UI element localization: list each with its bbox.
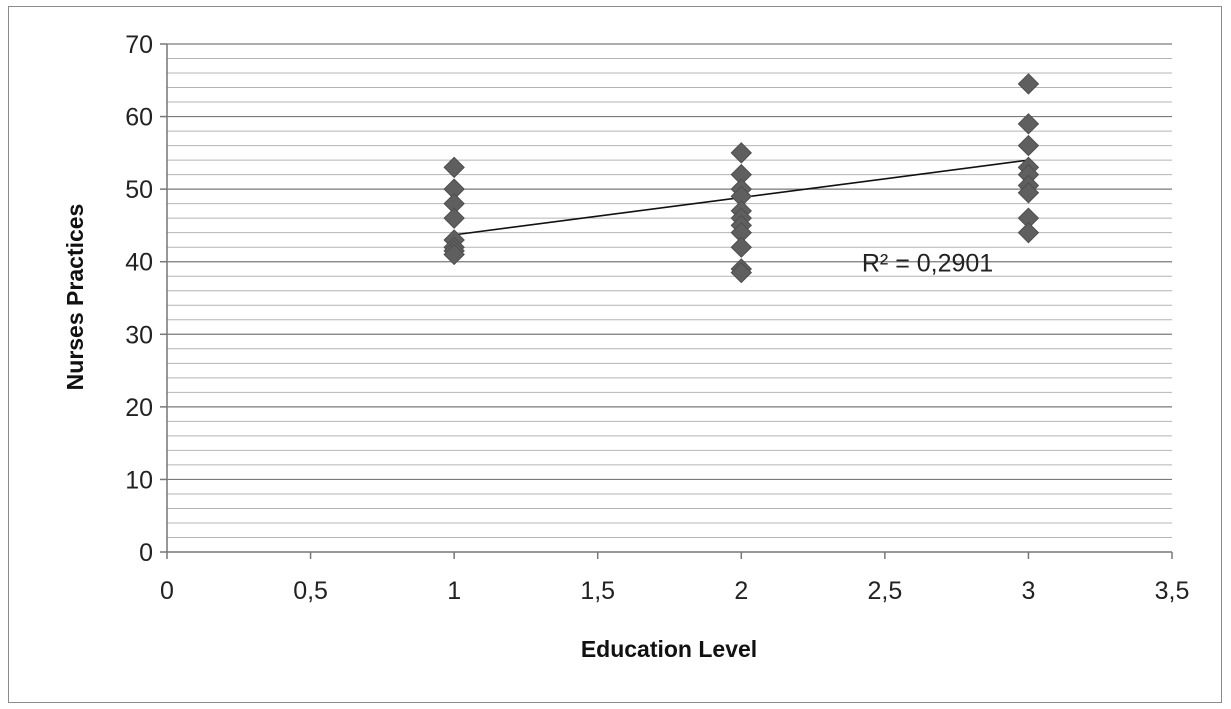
x-tick-label: 1 [447, 577, 461, 605]
x-tick-label: 0 [160, 577, 174, 605]
y-tick-label: 50 [125, 176, 153, 204]
y-tick-label: 20 [125, 394, 153, 422]
y-axis-title: Nurses Practices [62, 204, 88, 391]
r-squared-annotation: R² = 0,2901 [862, 250, 993, 278]
x-tick-label: 2,5 [867, 577, 902, 605]
data-point [443, 243, 465, 266]
data-point [1017, 134, 1040, 157]
gridlines [167, 43, 1172, 538]
y-tick-label: 10 [125, 466, 153, 494]
x-axis-title: Education Level [581, 636, 757, 662]
data-point [730, 261, 752, 284]
data-point [1017, 113, 1040, 135]
x-tick-label: 3,5 [1155, 577, 1190, 605]
x-tick-label: 2 [734, 577, 748, 605]
x-tick-label: 0,5 [293, 577, 328, 605]
data-point [443, 207, 465, 229]
y-tick-label: 40 [125, 249, 153, 277]
data-point [1017, 73, 1040, 95]
y-tick-label: 30 [125, 321, 153, 349]
y-tick-label: 60 [125, 104, 153, 132]
data-point [1017, 221, 1040, 244]
y-tick-label: 0 [139, 539, 153, 567]
data-points [443, 73, 1040, 284]
x-tick-label: 3 [1021, 577, 1035, 605]
axes [160, 43, 1173, 559]
y-tick-label: 70 [125, 31, 153, 59]
x-tick-label: 1,5 [580, 577, 615, 605]
data-point [730, 142, 752, 164]
tick-labels: 0 10 20 30 40 50 60 70 0 0,5 1 1,5 2 2,5 3 3,5 [125, 31, 1189, 605]
data-point [1017, 182, 1040, 204]
data-point [730, 236, 752, 258]
data-point [443, 156, 465, 179]
